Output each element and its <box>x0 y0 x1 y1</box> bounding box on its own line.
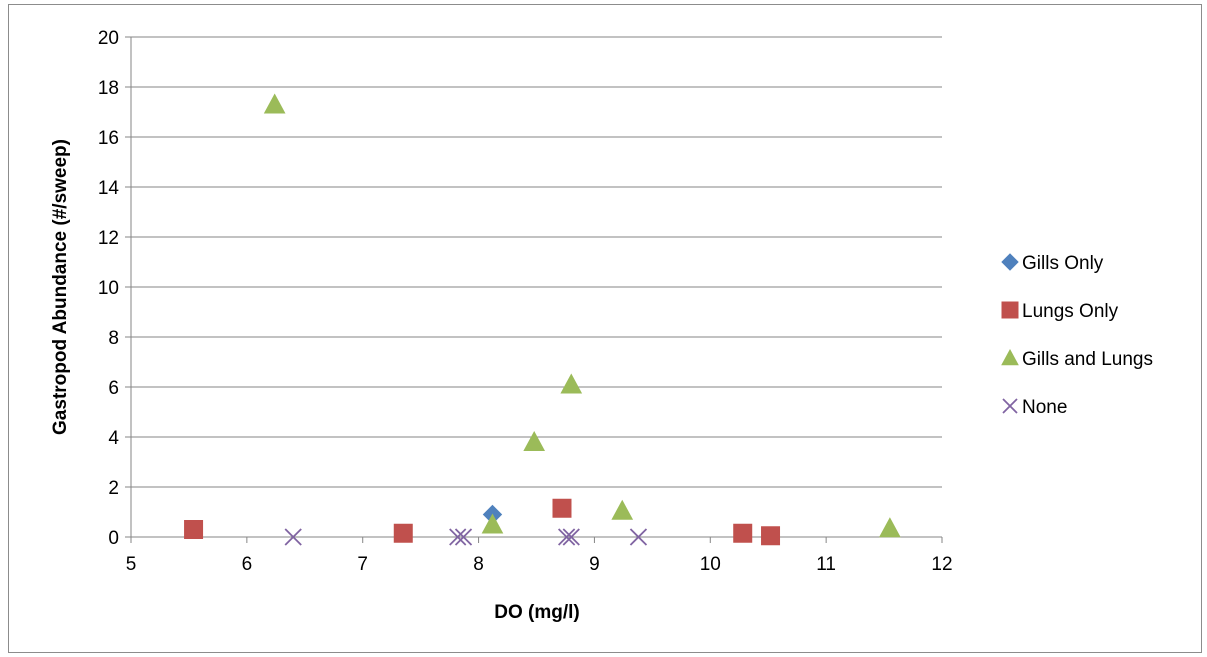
data-point <box>879 517 901 538</box>
data-point <box>562 528 580 546</box>
legend-label: None <box>1022 397 1067 418</box>
legend-label: Lungs Only <box>1022 301 1119 322</box>
x-tick-label: 6 <box>242 554 253 575</box>
data-point <box>393 523 413 543</box>
series-gills-and-lungs <box>263 93 901 538</box>
y-axis-title: Gastropod Abundance (#/sweep) <box>50 139 71 435</box>
legend-item: Lungs Only <box>1001 301 1119 322</box>
legend-label: Gills Only <box>1022 253 1104 274</box>
chart-frame <box>8 4 1202 653</box>
x-axis-title: DO (mg/l) <box>494 602 580 623</box>
y-tick-label: 6 <box>108 378 119 399</box>
data-point <box>557 528 576 546</box>
data-point <box>611 499 634 520</box>
y-tick-label: 8 <box>108 328 119 349</box>
legend-item: Gills and Lungs <box>1001 348 1153 370</box>
x-tick-labels: 5 6 7 8 9 10 11 12 <box>126 554 953 575</box>
data-points <box>184 93 901 546</box>
y-tick-label: 18 <box>98 78 119 99</box>
series-lungs-only <box>184 498 781 546</box>
x-tick-label: 12 <box>931 554 952 575</box>
data-point <box>523 430 546 451</box>
y-tick-label: 0 <box>108 528 119 549</box>
y-tick-label: 16 <box>98 128 119 149</box>
y-tick-label: 12 <box>98 228 119 249</box>
legend: Gills Only Lungs Only Gills and Lungs None <box>1001 253 1153 418</box>
y-tick-labels: 0 2 4 6 8 10 12 14 16 18 20 <box>98 28 120 549</box>
data-point <box>449 528 467 546</box>
data-point <box>284 528 302 546</box>
data-point <box>629 528 648 546</box>
data-point <box>560 373 583 394</box>
y-tick-label: 4 <box>108 428 119 449</box>
y-tick-label: 10 <box>98 278 119 299</box>
data-point <box>263 93 286 114</box>
x-tick-label: 5 <box>126 554 137 575</box>
data-point <box>481 513 504 534</box>
y-tick-label: 14 <box>98 178 120 199</box>
axes <box>125 36 943 543</box>
x-tick-label: 11 <box>816 554 836 575</box>
data-point <box>184 520 204 539</box>
x-tick-label: 7 <box>357 554 368 575</box>
x-tick-label: 8 <box>473 554 484 575</box>
legend-marker <box>1001 253 1019 271</box>
legend-item: None <box>1002 397 1067 418</box>
y-tick-label: 2 <box>108 478 119 499</box>
legend-label: Gills and Lungs <box>1022 349 1153 370</box>
data-point <box>454 528 473 546</box>
y-tick-label: 20 <box>98 28 119 49</box>
data-point <box>552 498 572 518</box>
legend-item: Gills Only <box>1001 253 1104 274</box>
x-tick-label: 10 <box>700 554 721 575</box>
legend-marker <box>1001 301 1019 319</box>
data-point <box>733 523 753 543</box>
legend-marker <box>1002 398 1018 414</box>
data-point <box>761 526 781 546</box>
legend-marker <box>1001 348 1019 366</box>
gridlines <box>131 36 942 488</box>
x-tick-label: 9 <box>589 554 600 575</box>
series-none <box>284 528 648 546</box>
